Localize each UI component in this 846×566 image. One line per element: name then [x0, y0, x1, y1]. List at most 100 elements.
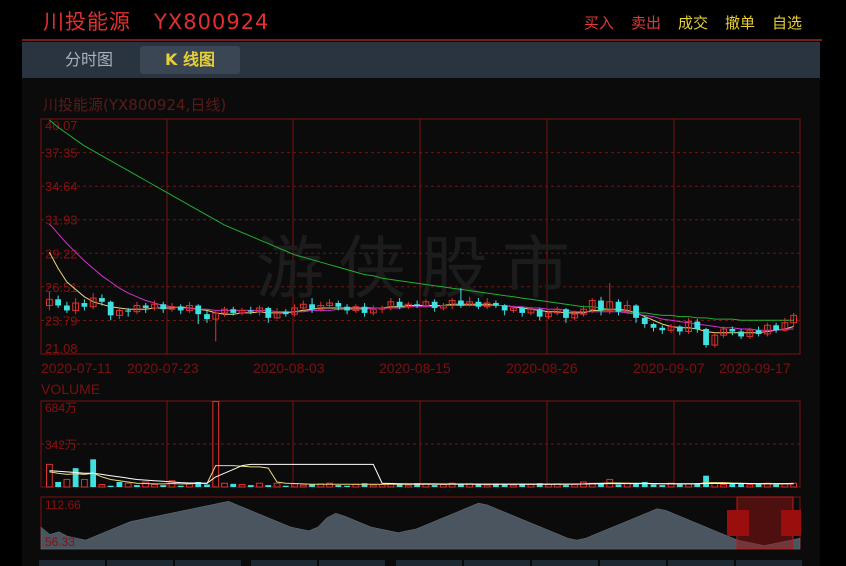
- candle-body: [711, 334, 719, 346]
- volume-bar: [396, 484, 403, 487]
- volume-bar: [335, 485, 342, 487]
- trade-actions: 买入 卖出 成交 撤单 自选: [584, 12, 802, 33]
- candle-body: [64, 305, 70, 311]
- volume-bar: [598, 483, 604, 487]
- volume-bar: [55, 481, 62, 487]
- volume-bar: [536, 483, 543, 487]
- deals-button[interactable]: 成交: [677, 14, 708, 32]
- bottom-button[interactable]: [464, 560, 530, 566]
- sell-button[interactable]: 卖出: [630, 14, 661, 32]
- volume-average-line: [49, 463, 794, 485]
- candle-body: [195, 305, 202, 315]
- volume-bar: [694, 483, 701, 487]
- candle-body: [186, 304, 193, 311]
- volume-bar: [116, 481, 123, 487]
- bottom-button[interactable]: [668, 560, 734, 566]
- volume-bar: [676, 484, 683, 487]
- volume-bar: [81, 478, 88, 488]
- volume-bar: [344, 485, 350, 487]
- volume-bar: [142, 481, 150, 488]
- volume-bar: [160, 485, 167, 487]
- volume-bar: [729, 483, 736, 487]
- chart-tabs: 分时图 K 线图: [22, 42, 820, 78]
- volume-bar: [510, 484, 517, 488]
- bottom-button[interactable]: [600, 560, 666, 566]
- date-tick-label: 2020-09-17: [719, 360, 791, 376]
- header-bar: 川投能源 YX800924 买入 卖出 成交 撤单 自选: [0, 0, 846, 40]
- candle-body: [633, 305, 639, 318]
- bottom-button[interactable]: [251, 560, 317, 566]
- candle-body: [404, 303, 412, 308]
- overview-area: [40, 501, 801, 550]
- candle-body: [659, 327, 666, 331]
- volume-bar: [151, 483, 158, 488]
- volume-bar: [98, 483, 106, 488]
- candle-body: [177, 306, 184, 311]
- candle-body: [746, 329, 754, 337]
- stock-name: 川投能源: [43, 10, 131, 34]
- volume-bar: [378, 483, 386, 488]
- bottom-button[interactable]: [107, 560, 173, 566]
- candle-body: [667, 326, 675, 331]
- volume-bar: [361, 483, 368, 487]
- bottom-button[interactable]: [39, 560, 105, 566]
- candle-body: [703, 329, 709, 346]
- header-divider: [22, 39, 822, 41]
- bottom-button[interactable]: [736, 560, 802, 566]
- cancel-order-button[interactable]: 撤单: [724, 14, 755, 32]
- candle-body: [55, 299, 62, 306]
- volume-bar: [247, 485, 254, 487]
- candle-body: [72, 302, 80, 311]
- date-tick-label: 2020-07-11: [41, 360, 112, 376]
- stock-title: 川投能源 YX800924: [43, 6, 269, 36]
- candle-body: [45, 298, 53, 306]
- candle-body: [256, 307, 263, 313]
- overview-left-handle: [727, 510, 749, 536]
- watchlist-button[interactable]: 自选: [771, 14, 802, 32]
- volume-bar: [746, 483, 754, 488]
- candle-body: [247, 310, 254, 312]
- volume-bar: [404, 484, 412, 488]
- volume-bar: [195, 481, 202, 487]
- volume-bar: [177, 485, 184, 487]
- date-tick-label: 2020-08-26: [506, 360, 578, 376]
- volume-bar: [483, 484, 491, 488]
- candle-body: [519, 307, 526, 313]
- candle-body: [273, 311, 281, 319]
- volume-bar: [124, 482, 132, 488]
- volume-bar: [309, 484, 315, 487]
- candle-body: [553, 308, 561, 314]
- volume-bar: [72, 468, 79, 487]
- volume-bar: [221, 482, 228, 488]
- volume-bar: [230, 483, 237, 487]
- candle-body: [81, 303, 88, 307]
- volume-title: VOLUME: [41, 381, 100, 397]
- candle-body: [299, 303, 307, 309]
- bottom-button[interactable]: [396, 560, 462, 566]
- candle-body: [545, 312, 552, 318]
- stock-code: YX800924: [154, 10, 270, 34]
- bottom-button[interactable]: [532, 560, 598, 566]
- candle-body: [142, 305, 149, 308]
- tab-intraday[interactable]: 分时图: [64, 50, 113, 69]
- overview-tick-label: 112.66: [45, 498, 81, 512]
- buy-button[interactable]: 买入: [583, 14, 614, 32]
- volume-bar: [519, 483, 526, 487]
- tab-kline[interactable]: K 线图: [140, 46, 240, 74]
- candle-body: [580, 308, 587, 315]
- candle-body: [168, 306, 176, 310]
- candle-body: [571, 313, 579, 319]
- candle-body: [501, 305, 508, 311]
- candle-body: [335, 303, 342, 307]
- volume-bar: [563, 485, 569, 487]
- candle-body: [536, 309, 543, 317]
- bottom-button[interactable]: [319, 560, 385, 566]
- date-tick-label: 2020-09-07: [633, 360, 705, 376]
- candle-body: [685, 321, 692, 332]
- price-tick-label: 21.08: [45, 341, 78, 356]
- volume-bar: [45, 463, 53, 488]
- candle-body: [151, 303, 158, 309]
- candle-body: [396, 301, 403, 307]
- bottom-button[interactable]: [175, 560, 241, 566]
